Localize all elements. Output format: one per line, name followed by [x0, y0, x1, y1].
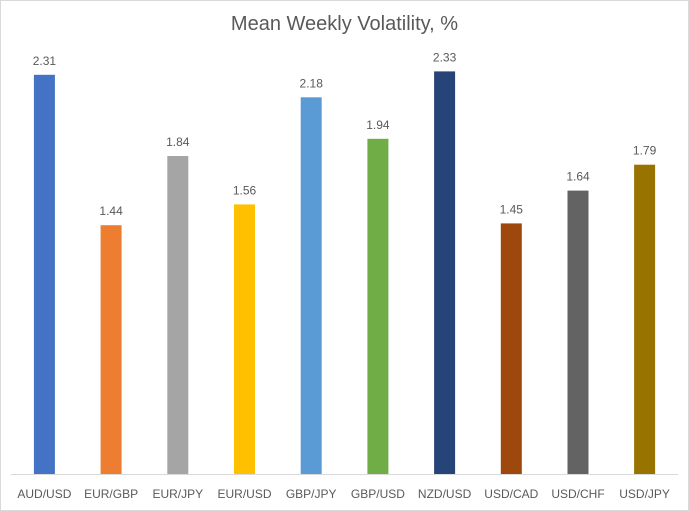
category-label-eur-gbp: EUR/GBP: [84, 487, 138, 501]
category-label-eur-jpy: EUR/JPY: [152, 487, 203, 501]
chart-title: Mean Weekly Volatility, %: [230, 13, 459, 35]
bar-gbp-jpy: [300, 97, 322, 475]
bar-aud-usd: [33, 74, 55, 475]
data-label-gbp-usd: 1.94: [366, 118, 390, 132]
bar-gbp-usd: [367, 138, 389, 475]
category-label-usd-jpy: USD/JPY: [619, 487, 670, 501]
data-label-nzd-usd: 2.33: [433, 50, 457, 64]
data-label-usd-jpy: 1.79: [633, 144, 657, 158]
bar-eur-jpy: [167, 156, 189, 474]
category-label-gbp-usd: GBP/USD: [351, 487, 405, 501]
bar-eur-usd: [234, 204, 255, 474]
bar-usd-chf: [567, 190, 589, 474]
category-label-usd-cad: USD/CAD: [484, 487, 538, 501]
data-label-eur-jpy: 1.84: [166, 135, 190, 149]
category-label-nzd-usd: NZD/USD: [418, 487, 472, 501]
data-label-gbp-jpy: 2.18: [300, 76, 324, 90]
bar-usd-cad: [500, 223, 522, 474]
bar-nzd-usd: [434, 71, 456, 475]
category-label-usd-chf: USD/CHF: [551, 487, 604, 501]
data-label-usd-cad: 1.45: [500, 202, 524, 216]
category-label-gbp-jpy: GBP/JPY: [286, 487, 337, 501]
category-label-aud-usd: AUD/USD: [17, 487, 71, 501]
bar-usd-jpy: [634, 164, 656, 474]
data-label-eur-gbp: 1.44: [99, 204, 123, 218]
bar-eur-gbp: [100, 225, 122, 474]
data-label-eur-usd: 1.56: [233, 183, 257, 197]
category-label-eur-usd: EUR/USD: [217, 487, 271, 501]
data-label-usd-chf: 1.64: [566, 170, 590, 184]
data-label-aud-usd: 2.31: [33, 54, 57, 68]
